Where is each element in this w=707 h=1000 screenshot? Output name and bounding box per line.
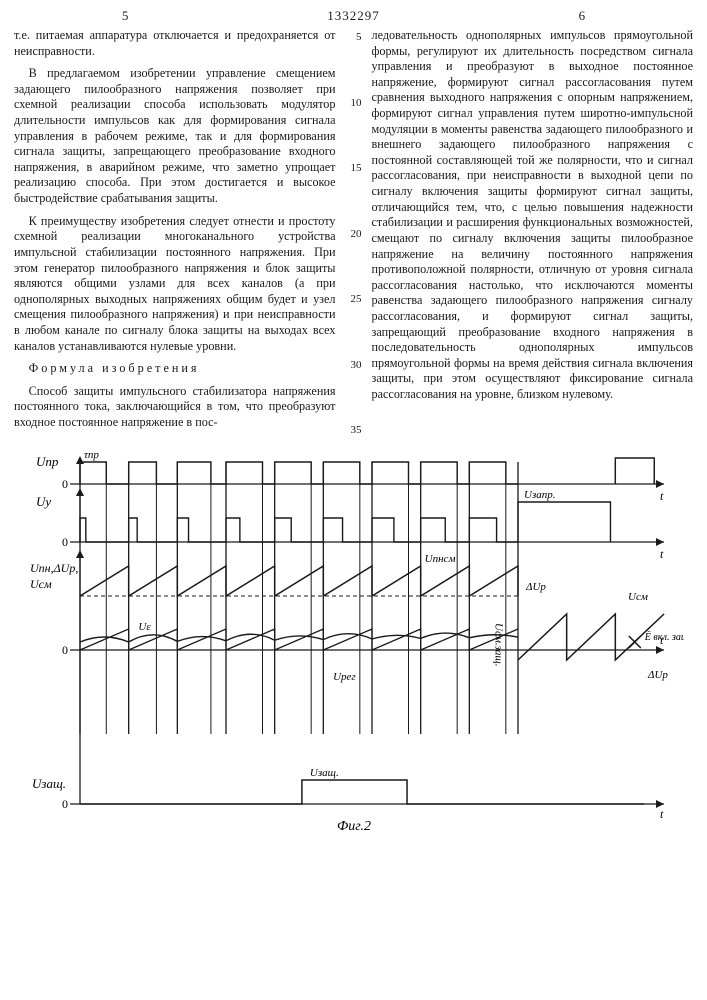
svg-text:Uзапр.: Uзапр.: [524, 489, 556, 501]
line-number: 25: [346, 292, 362, 306]
svg-text:t: t: [660, 489, 664, 503]
svg-text:Uε: Uε: [138, 621, 151, 633]
svg-text:τпр: τпр: [84, 449, 99, 461]
svg-text:Uпнсм: Uпнсм: [424, 553, 455, 565]
left-p1: т.е. питаемая аппаратура отключается и п…: [14, 28, 336, 59]
svg-text:t: t: [660, 547, 664, 561]
line-number: 5: [346, 30, 362, 44]
line-number: 10: [346, 96, 362, 110]
svg-text:Uзащ.: Uзащ.: [309, 767, 338, 779]
line-number: 30: [346, 358, 362, 372]
text-columns: т.е. питаемая аппаратура отключается и п…: [14, 28, 693, 438]
left-p2: В предлагаемом изобретении управление см…: [14, 66, 336, 206]
svg-text:Uпн,ΔUр,: Uпн,ΔUр,: [30, 561, 78, 575]
svg-text:Uсм: Uсм: [30, 577, 52, 591]
line-numbers-gutter: 5 10 15 20 25 30 35: [346, 28, 362, 438]
svg-text:Uрег: Uрег: [333, 671, 356, 683]
right-p1: ледовательность однополярных импульсов п…: [372, 28, 694, 403]
page-number-right: 6: [562, 8, 602, 24]
svg-text:ΔUр: ΔUр: [525, 581, 546, 593]
svg-text:Uу: Uу: [36, 494, 51, 509]
svg-text:ΔUр: ΔUр: [647, 669, 668, 681]
left-column: т.е. питаемая аппаратура отключается и п…: [14, 28, 336, 438]
svg-text:0: 0: [62, 797, 68, 811]
svg-text:Uзащ.: Uзащ.: [32, 776, 66, 791]
svg-text:Uсм.защ.: Uсм.защ.: [492, 623, 504, 666]
line-number: 20: [346, 227, 362, 241]
svg-text:Uсм: Uсм: [628, 591, 648, 603]
left-p3: К преимуществу изобретения следует отнес…: [14, 214, 336, 354]
svg-text:Фиг.2: Фиг.2: [336, 819, 370, 834]
page-header: 5 1332297 6: [14, 8, 693, 24]
right-column: ледовательность однополярных импульсов п…: [372, 28, 694, 438]
formula-title: Формула изобретения: [14, 361, 336, 377]
page-number-left: 5: [105, 8, 145, 24]
svg-text:t: t: [660, 807, 664, 821]
svg-text:0: 0: [62, 643, 68, 657]
svg-text:0: 0: [62, 535, 68, 549]
patent-number: 1332297: [327, 8, 380, 24]
figure-svg: Uпр0τпрtUзапр.Uу0ttUпнсмΔUрUεUрегUсм.защ…: [24, 444, 684, 834]
figure-2: Uпр0τпрtUзапр.Uу0ttUпнсмΔUрUεUрегUсм.защ…: [14, 444, 693, 834]
svg-text:Ё вкл. защ.: Ё вкл. защ.: [643, 631, 683, 643]
svg-text:Uпр: Uпр: [36, 454, 59, 469]
line-number: 35: [346, 423, 362, 437]
line-number: 15: [346, 161, 362, 175]
svg-text:0: 0: [62, 477, 68, 491]
left-p4: Способ защиты импульсного стабилизатора …: [14, 384, 336, 431]
